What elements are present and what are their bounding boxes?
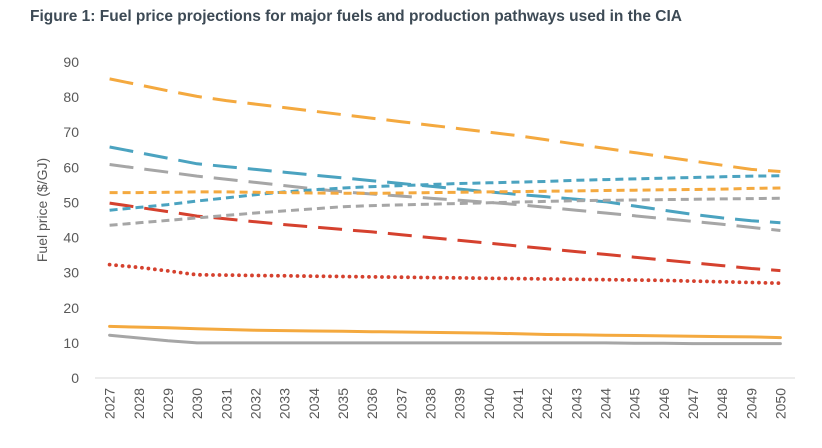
x-tick-label: 2045	[627, 388, 643, 419]
x-tick-label: 2027	[102, 388, 118, 419]
x-tick-label: 2050	[772, 388, 788, 419]
x-axis: 2027 2028 2029 2030 2031 2032 2033 2034 2035 2036…	[95, 377, 795, 419]
x-tick-label: 2044	[597, 388, 613, 419]
series-line-10	[108, 333, 782, 346]
series-line-1	[109, 77, 781, 173]
y-tick-label: 30	[63, 265, 79, 281]
x-tick-label: 2034	[306, 388, 322, 419]
y-tick-label: 80	[63, 89, 79, 105]
y-tick-label: 70	[63, 124, 79, 140]
x-tick-label: 2028	[131, 388, 147, 419]
y-axis: 0 10 20 30 40 50 60 70 80 90	[63, 54, 79, 386]
x-tick-label: 2029	[160, 388, 176, 419]
x-tick-label: 2049	[743, 388, 759, 419]
figure-title: Figure 1: Fuel price projections for maj…	[30, 8, 682, 25]
x-tick-label: 2030	[189, 388, 205, 419]
y-tick-label: 0	[71, 370, 79, 386]
series-line-8	[107, 262, 783, 286]
x-tick-label: 2039	[452, 388, 468, 419]
x-tick-label: 2042	[539, 388, 555, 419]
x-tick-label: 2047	[685, 388, 701, 419]
series-line-2	[109, 145, 781, 225]
y-tick-label: 20	[63, 300, 79, 316]
x-tick-label: 2033	[277, 388, 293, 419]
x-tick-label: 2038	[422, 388, 438, 419]
x-tick-label: 2037	[393, 388, 409, 419]
x-tick-label: 2035	[335, 388, 351, 419]
y-tick-label: 60	[63, 159, 79, 175]
series-line-4	[109, 201, 781, 273]
y-tick-label: 10	[63, 335, 79, 351]
x-tick-label: 2036	[364, 388, 380, 419]
plot-area	[107, 77, 783, 346]
x-tick-label: 2048	[714, 388, 730, 419]
series-line-7	[109, 196, 781, 227]
series-line-5	[109, 174, 781, 212]
x-tick-label: 2040	[481, 388, 497, 419]
series-line-6	[109, 186, 781, 195]
y-tick-label: 50	[63, 194, 79, 210]
x-tick-label: 2031	[218, 388, 234, 419]
x-tick-label: 2041	[510, 388, 526, 419]
y-axis-label: Fuel price ($/GJ)	[34, 158, 50, 262]
x-tick-label: 2046	[656, 388, 672, 419]
y-tick-label: 40	[63, 230, 79, 246]
series-line-3	[109, 163, 781, 232]
y-tick-label: 90	[63, 54, 79, 70]
series-line-9	[108, 324, 782, 340]
x-tick-label: 2043	[568, 388, 584, 419]
x-tick-label: 2032	[247, 388, 263, 419]
